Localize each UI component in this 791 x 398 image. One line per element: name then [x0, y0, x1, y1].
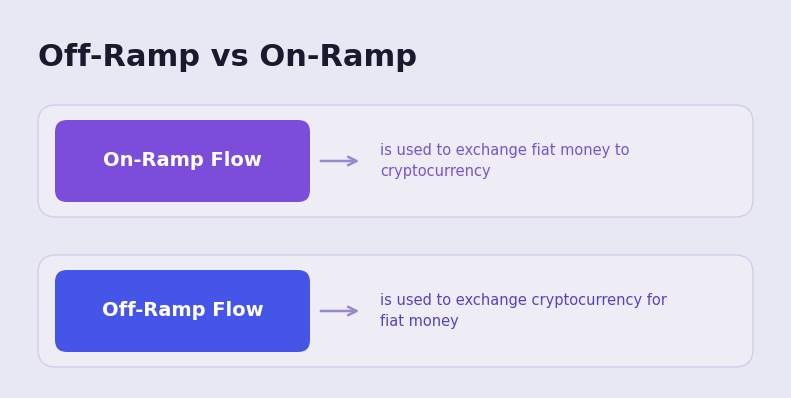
Text: is used to exchange cryptocurrency for
fiat money: is used to exchange cryptocurrency for f… [380, 293, 667, 329]
FancyBboxPatch shape [55, 120, 310, 202]
Text: Off-Ramp Flow: Off-Ramp Flow [102, 302, 263, 320]
Text: On-Ramp Flow: On-Ramp Flow [103, 152, 262, 170]
Text: Off-Ramp vs On-Ramp: Off-Ramp vs On-Ramp [38, 43, 417, 72]
FancyBboxPatch shape [55, 270, 310, 352]
FancyBboxPatch shape [38, 255, 753, 367]
Text: is used to exchange fiat money to
cryptocurrency: is used to exchange fiat money to crypto… [380, 143, 630, 179]
FancyBboxPatch shape [38, 105, 753, 217]
